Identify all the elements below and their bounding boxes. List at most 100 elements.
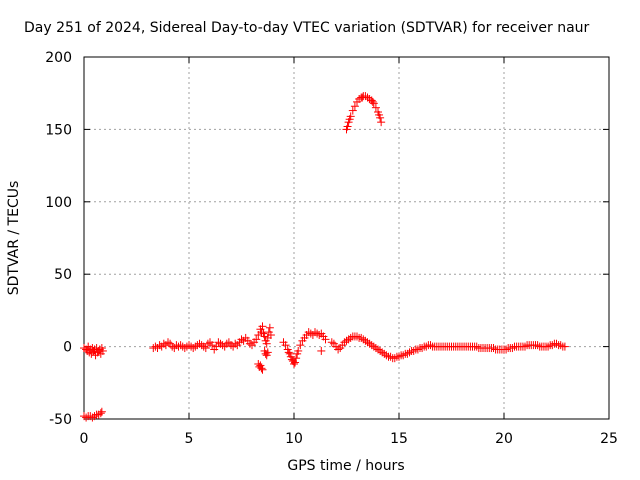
data-point (176, 341, 185, 350)
data-point (197, 341, 206, 350)
data-point (291, 358, 300, 367)
y-tick-label: 150 (45, 122, 72, 138)
data-point (472, 342, 481, 351)
y-tick-label: 200 (45, 50, 72, 66)
data-point (97, 407, 106, 416)
data-point (375, 110, 384, 119)
data-point (281, 341, 290, 350)
data-point (261, 349, 270, 358)
data-point (245, 339, 254, 348)
data-point (377, 118, 386, 127)
data-point (218, 341, 227, 350)
data-point (290, 359, 298, 368)
data-point (263, 348, 272, 357)
y-axis-label: SDTVAR / TECUs (6, 181, 22, 296)
data-point (98, 346, 107, 355)
data-point (552, 339, 561, 348)
data-point (317, 346, 326, 355)
data-point (374, 345, 382, 354)
grid (84, 57, 609, 419)
data-point (357, 333, 366, 342)
data-point (346, 333, 355, 342)
data-point (544, 342, 553, 351)
data-point (208, 341, 217, 350)
x-tick-label: 5 (185, 431, 194, 447)
data-point (185, 341, 193, 350)
data-point (403, 349, 412, 358)
y-tick-label: -50 (49, 412, 72, 428)
data-point (382, 351, 391, 360)
data-points (80, 92, 569, 422)
data-point (88, 413, 97, 422)
data-point (521, 342, 529, 351)
data-point (344, 335, 353, 344)
data-point (489, 344, 498, 353)
data-point (164, 338, 172, 347)
chart-title: Day 251 of 2024, Sidereal Day-to-day VTE… (24, 20, 590, 36)
data-point (369, 342, 378, 351)
data-point (345, 115, 354, 124)
data-point (265, 323, 274, 332)
data-point (368, 97, 377, 106)
data-point (199, 342, 208, 351)
data-point (214, 338, 223, 347)
x-axis-label: GPS time / hours (287, 458, 404, 474)
data-point (201, 344, 210, 353)
data-point (340, 338, 349, 347)
data-point (380, 349, 389, 358)
x-tick-label: 15 (390, 431, 408, 447)
data-point (180, 344, 189, 353)
data-point (191, 342, 200, 351)
data-point (409, 346, 418, 355)
data-point (348, 106, 357, 115)
data-point (266, 331, 275, 340)
data-point (371, 344, 380, 353)
data-point (399, 351, 408, 360)
data-point (371, 103, 380, 112)
axis-ticks: 0 5 10 15 20 25 -50 0 50 100 150 200 (45, 50, 618, 447)
data-point (258, 322, 267, 331)
data-point (376, 346, 385, 355)
data-point (359, 335, 368, 344)
data-point (212, 342, 221, 351)
data-point (262, 339, 271, 348)
data-point (343, 122, 352, 131)
data-point (369, 99, 378, 108)
data-point (296, 341, 305, 350)
data-point (365, 339, 374, 348)
data-point (426, 341, 435, 350)
data-point (395, 352, 403, 361)
data-point (378, 348, 387, 357)
data-point (390, 354, 399, 363)
data-point (367, 341, 376, 350)
data-point (222, 339, 231, 348)
data-point (195, 339, 204, 348)
data-point (413, 345, 422, 354)
data-point (90, 412, 99, 421)
data-point (560, 342, 569, 351)
data-point (231, 339, 240, 348)
data-point (292, 354, 301, 363)
data-point (405, 348, 414, 357)
data-point (327, 338, 336, 347)
data-point (258, 365, 267, 374)
data-point (363, 338, 372, 347)
data-point (96, 409, 105, 418)
data-point (508, 344, 517, 353)
data-point (315, 331, 324, 340)
data-point (257, 328, 266, 337)
data-point (237, 335, 246, 344)
x-tick-label: 20 (495, 431, 513, 447)
data-point (353, 332, 361, 341)
data-point (358, 93, 367, 102)
data-point (252, 335, 261, 344)
data-point (321, 335, 330, 344)
y-tick-label: 100 (45, 195, 72, 211)
data-point (502, 345, 511, 354)
data-point (294, 346, 303, 355)
data-point (361, 336, 370, 345)
data-point (284, 348, 293, 357)
data-point (418, 344, 427, 353)
data-point (556, 341, 565, 350)
